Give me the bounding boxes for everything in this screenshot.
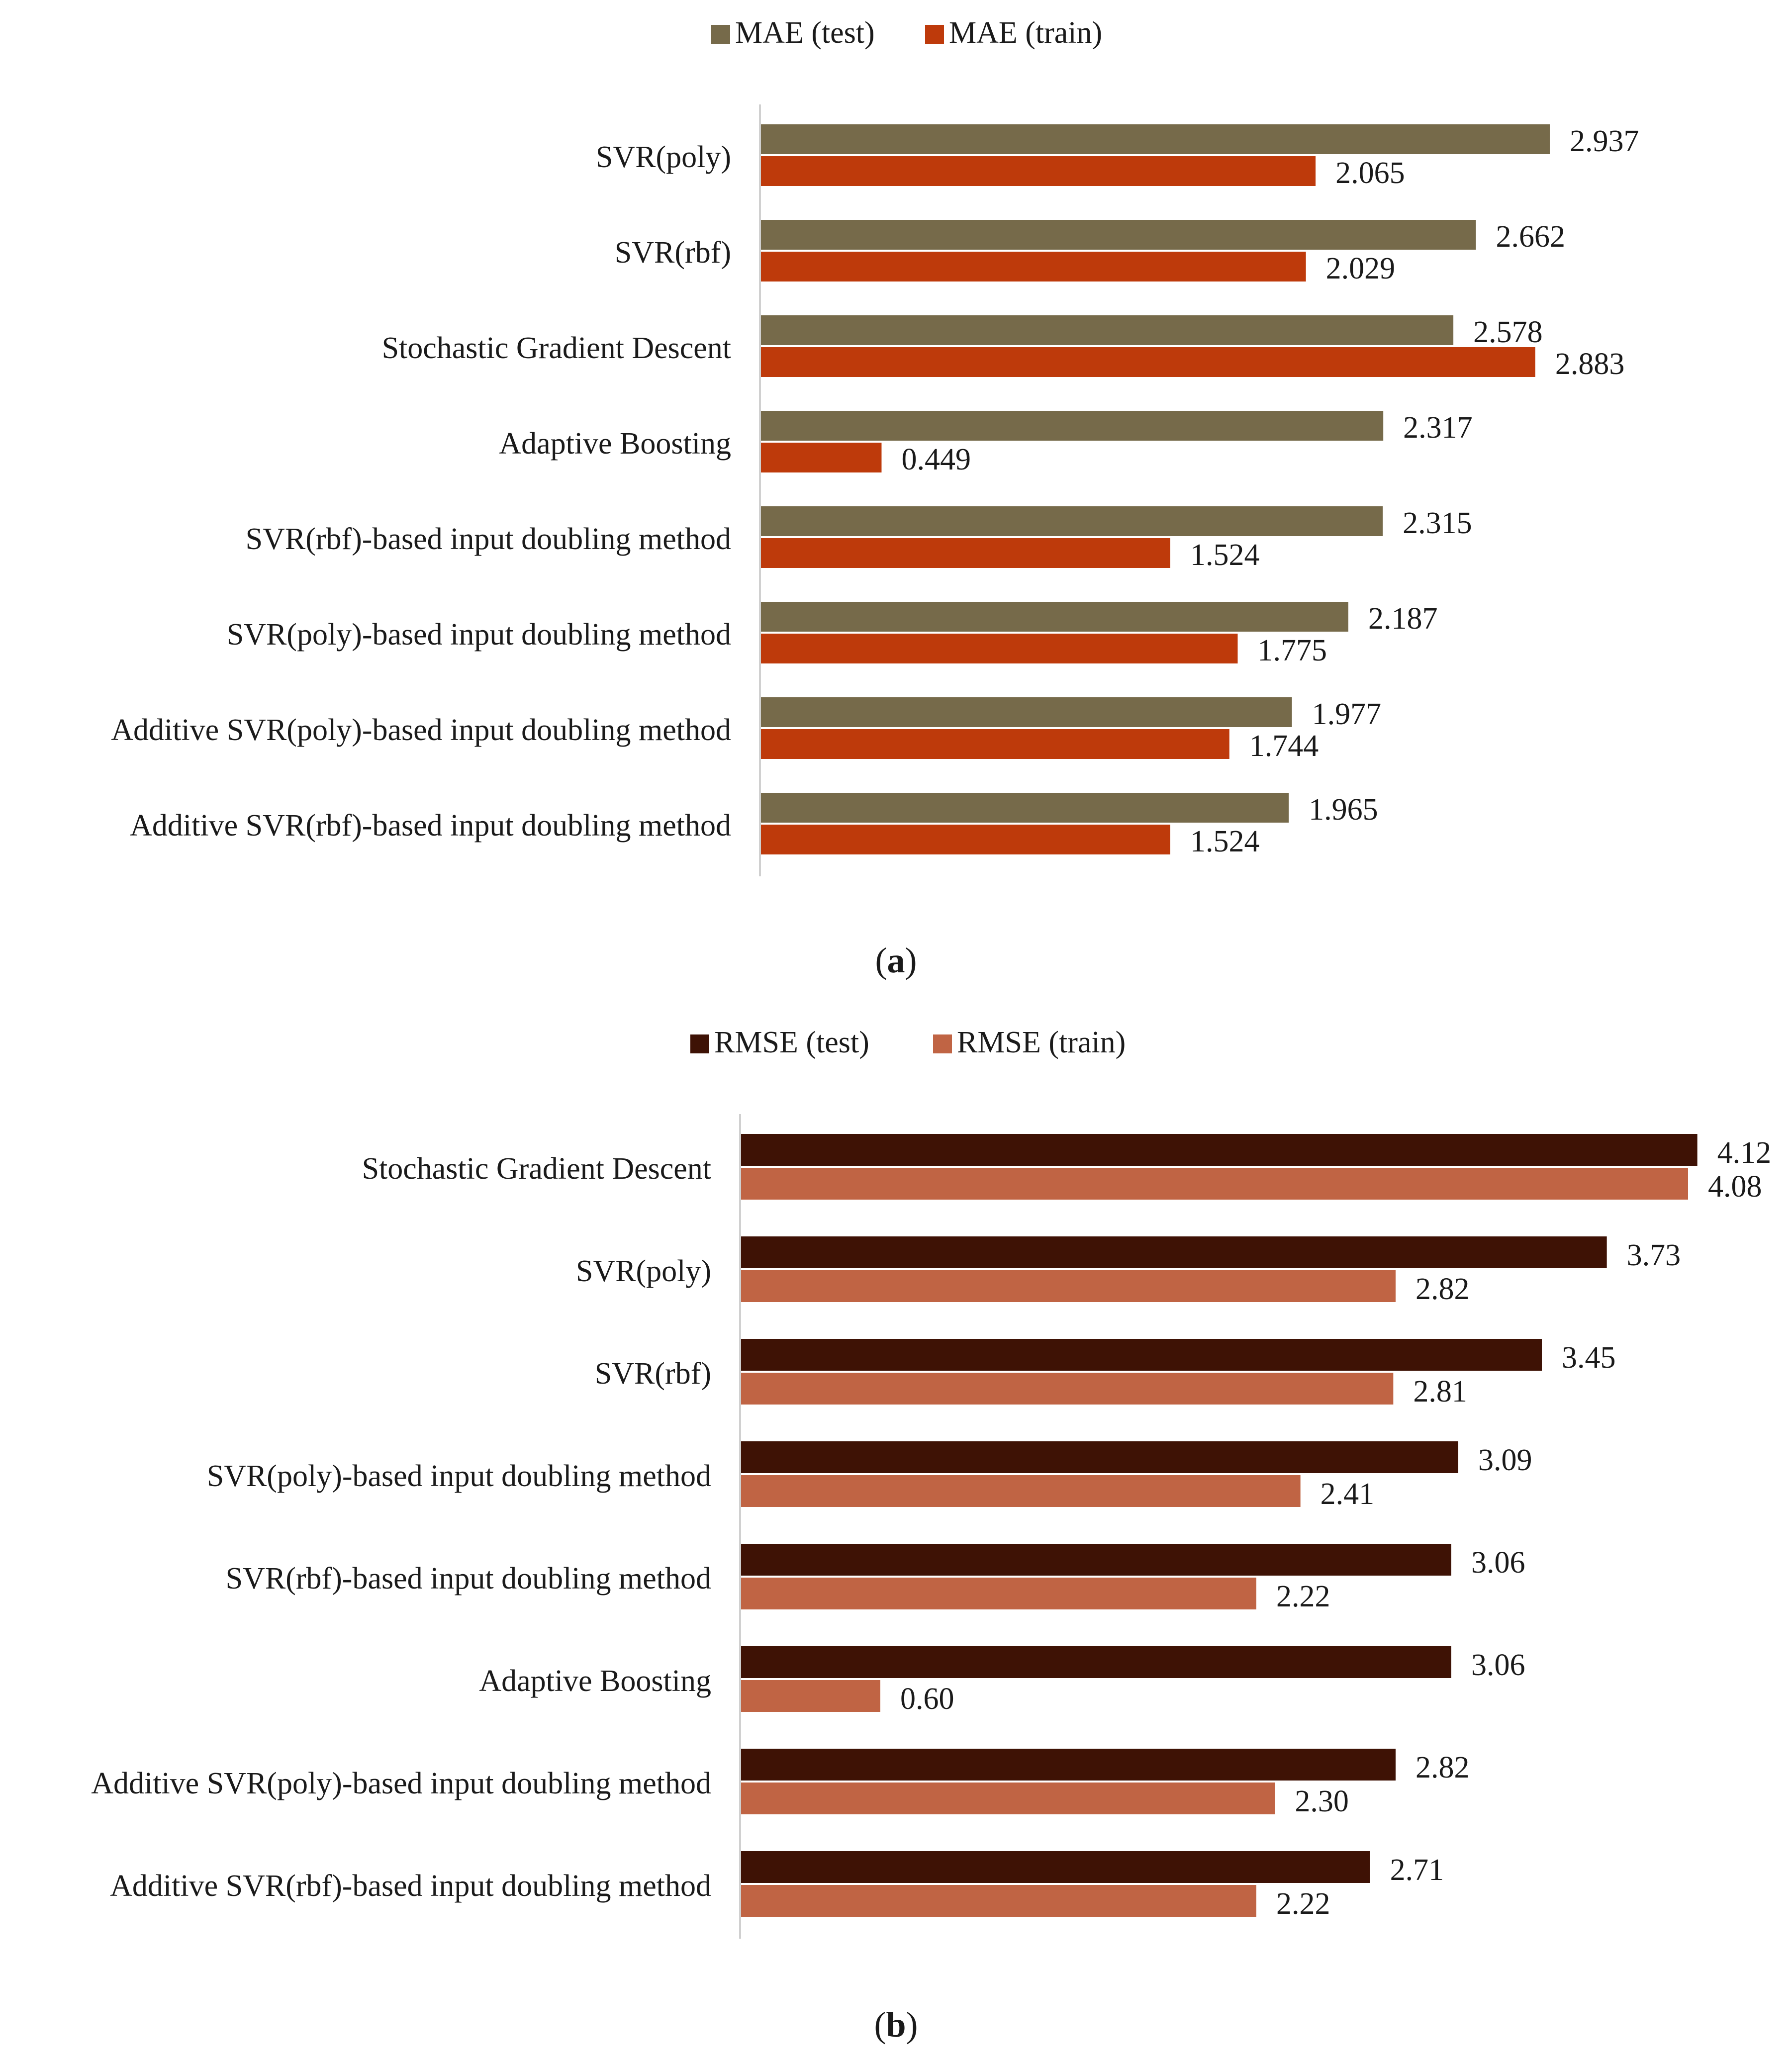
bar-mae-test — [761, 793, 1289, 823]
data-label-rmse-test: 3.73 — [1627, 1238, 1681, 1272]
category-label: Adaptive Boosting — [499, 427, 731, 461]
mae-bar-chart: MAE (test) MAE (train) SVR(poly) 2.937 2.065… — [111, 16, 1639, 876]
chart-panel-b: RMSE (test) RMSE (train) Stochastic Gradie… — [0, 1010, 1792, 2065]
data-label-mae-test: 2.662 — [1496, 220, 1565, 254]
bar-rmse-train — [741, 1680, 880, 1712]
data-label-mae-test: 2.187 — [1368, 602, 1438, 636]
category-label: SVR(poly)-based input doubling method — [227, 618, 731, 652]
bar-rmse-test — [741, 1236, 1607, 1268]
bar-rmse-train — [741, 1578, 1256, 1609]
category-label: SVR(poly) — [596, 140, 731, 174]
data-label-rmse-test: 2.71 — [1390, 1853, 1444, 1887]
data-label-mae-train: 2.029 — [1326, 252, 1396, 285]
bar-mae-test — [761, 602, 1348, 632]
data-label-mae-test: 2.937 — [1570, 124, 1639, 158]
panel-label-a: (a) — [875, 940, 917, 980]
bar-mae-train — [761, 538, 1170, 568]
category-label: Adaptive Boosting — [479, 1664, 711, 1698]
bar-mae-test — [761, 697, 1292, 727]
data-label-rmse-train: 2.22 — [1276, 1887, 1330, 1921]
category-label: SVR(rbf) — [595, 1357, 711, 1391]
bar-rmse-train — [741, 1475, 1301, 1507]
legend-swatch-mae-test — [711, 25, 730, 44]
bar-mae-train — [761, 252, 1306, 282]
data-label-rmse-train: 2.41 — [1320, 1477, 1375, 1511]
bar-mae-test — [761, 220, 1476, 250]
bar-rmse-train — [741, 1168, 1688, 1200]
data-label-rmse-test: 3.06 — [1471, 1648, 1525, 1682]
legend-label-mae-train: MAE (train) — [949, 16, 1102, 50]
bar-mae-train — [761, 347, 1535, 377]
category-label: Additive SVR(poly)-based input doubling … — [111, 713, 731, 747]
bar-mae-train — [761, 729, 1229, 759]
bar-mae-test — [761, 315, 1454, 345]
bar-mae-train — [761, 634, 1238, 663]
legend-label-rmse-test: RMSE (test) — [714, 1026, 869, 1059]
data-label-mae-train: 2.883 — [1555, 347, 1625, 381]
data-label-rmse-test: 3.45 — [1562, 1341, 1616, 1375]
bar-rmse-train — [741, 1373, 1394, 1405]
legend-swatch-rmse-train — [933, 1034, 952, 1053]
data-label-rmse-train: 2.30 — [1295, 1784, 1349, 1818]
data-label-mae-train: 1.775 — [1258, 634, 1327, 667]
data-label-rmse-test: 3.09 — [1478, 1443, 1532, 1477]
bar-rmse-train — [741, 1885, 1256, 1917]
bar-mae-train — [761, 825, 1170, 854]
data-label-mae-train: 1.524 — [1190, 825, 1260, 858]
bar-mae-train — [761, 156, 1316, 186]
data-label-mae-train: 1.524 — [1190, 538, 1260, 572]
category-label: Additive SVR(rbf)-based input doubling m… — [130, 809, 731, 843]
category-label: Stochastic Gradient Descent — [382, 331, 731, 365]
legend-swatch-rmse-test — [690, 1034, 709, 1053]
data-label-rmse-test: 4.12 — [1717, 1136, 1772, 1170]
data-label-mae-train: 0.449 — [901, 443, 971, 476]
legend-label-mae-test: MAE (test) — [735, 16, 875, 50]
data-label-mae-test: 1.965 — [1309, 793, 1378, 827]
legend: MAE (test) MAE (train) — [711, 16, 1102, 50]
bar-rmse-test — [741, 1544, 1451, 1576]
bar-rmse-train — [741, 1783, 1275, 1814]
bar-mae-train — [761, 443, 882, 472]
category-label: SVR(poly) — [576, 1254, 711, 1288]
data-label-rmse-train: 2.82 — [1415, 1272, 1470, 1306]
data-label-rmse-train: 2.22 — [1276, 1580, 1330, 1613]
rmse-bar-chart: RMSE (test) RMSE (train) Stochastic Gradie… — [91, 1026, 1772, 1939]
category-label: Additive SVR(rbf)-based input doubling m… — [110, 1869, 711, 1903]
category-label: SVR(rbf) — [615, 236, 731, 270]
category-label: Additive SVR(poly)-based input doubling … — [91, 1767, 711, 1800]
data-label-mae-test: 2.315 — [1403, 506, 1472, 540]
legend: RMSE (test) RMSE (train) — [690, 1026, 1126, 1059]
chart-panel-a: MAE (test) MAE (train) SVR(poly) 2.937 2.065… — [0, 0, 1792, 995]
data-label-rmse-train: 2.81 — [1413, 1375, 1467, 1408]
bar-rmse-test — [741, 1646, 1451, 1678]
data-label-mae-test: 2.578 — [1473, 315, 1543, 349]
bar-rmse-test — [741, 1134, 1698, 1166]
panel-label-b: (b) — [874, 2005, 918, 2045]
legend-swatch-mae-train — [925, 25, 944, 44]
legend-label-rmse-train: RMSE (train) — [957, 1026, 1126, 1059]
data-label-mae-train: 2.065 — [1335, 156, 1405, 190]
category-label: SVR(rbf)-based input doubling method — [226, 1562, 711, 1596]
data-label-rmse-train: 0.60 — [900, 1682, 954, 1716]
bar-rmse-test — [741, 1339, 1542, 1371]
category-label: Stochastic Gradient Descent — [362, 1152, 711, 1186]
bar-mae-test — [761, 506, 1383, 536]
data-label-rmse-test: 2.82 — [1415, 1751, 1470, 1784]
bar-rmse-test — [741, 1851, 1370, 1883]
bar-rmse-test — [741, 1749, 1396, 1781]
data-label-rmse-train: 4.08 — [1708, 1170, 1762, 1204]
bar-mae-test — [761, 124, 1550, 154]
category-label: SVR(poly)-based input doubling method — [207, 1459, 711, 1493]
data-label-rmse-test: 3.06 — [1471, 1546, 1525, 1580]
bar-mae-test — [761, 411, 1384, 441]
category-label: SVR(rbf)-based input doubling method — [246, 522, 731, 556]
bar-rmse-train — [741, 1270, 1396, 1302]
data-label-mae-train: 1.744 — [1249, 729, 1319, 763]
data-label-mae-test: 1.977 — [1312, 697, 1382, 731]
bar-rmse-test — [741, 1441, 1458, 1473]
data-label-mae-test: 2.317 — [1403, 411, 1473, 445]
